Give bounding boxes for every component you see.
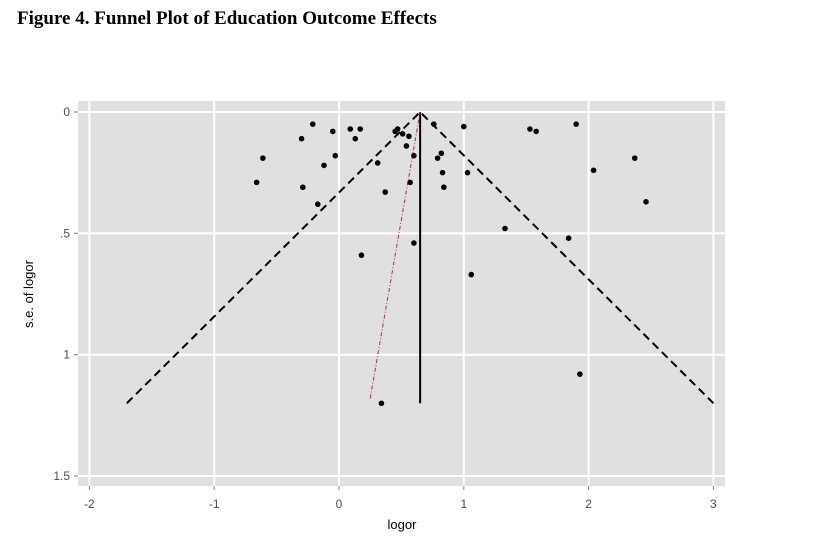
x-tick-label: -2	[84, 497, 95, 511]
data-point	[464, 169, 471, 176]
data-points	[253, 121, 649, 407]
data-point	[407, 179, 413, 186]
data-point	[573, 121, 579, 127]
data-point	[406, 133, 412, 140]
data-point	[399, 131, 406, 137]
data-point	[502, 225, 508, 232]
data-point	[631, 155, 638, 161]
data-point	[347, 126, 354, 132]
data-point	[314, 201, 321, 208]
data-point	[357, 126, 364, 132]
y-tick-label: 1	[63, 348, 70, 362]
regression-line	[369, 111, 421, 399]
data-point	[411, 240, 417, 246]
x-axis-label: logor	[388, 517, 418, 532]
x-tick-label: -1	[209, 497, 220, 511]
data-point	[441, 184, 447, 191]
data-point	[643, 198, 649, 205]
data-point	[461, 123, 467, 130]
data-point	[394, 126, 401, 132]
grid-lines	[78, 101, 725, 486]
x-tick-label: 0	[336, 497, 343, 511]
data-point	[329, 128, 336, 135]
data-point	[358, 252, 365, 258]
y-tick-label: .5	[60, 226, 70, 240]
x-tick-label: 1	[460, 497, 467, 511]
data-point	[321, 162, 327, 169]
data-point	[527, 126, 533, 132]
data-point	[382, 189, 388, 195]
data-point	[260, 155, 266, 161]
data-point	[309, 121, 316, 127]
data-point	[298, 135, 305, 142]
x-tick-label: 3	[710, 497, 717, 511]
data-point	[565, 235, 572, 242]
data-point	[590, 167, 597, 174]
figure-title: Figure 4. Funnel Plot of Education Outco…	[17, 8, 437, 29]
data-point	[332, 152, 339, 159]
data-point	[411, 152, 417, 159]
y-axis-label: s.e. of logor	[21, 259, 36, 328]
data-point	[352, 135, 359, 142]
plot-panel	[78, 101, 725, 486]
data-point	[533, 128, 539, 135]
data-point	[434, 155, 441, 161]
data-point	[439, 169, 446, 176]
data-point	[374, 160, 381, 166]
data-point	[577, 371, 583, 377]
data-point	[468, 271, 475, 278]
y-tick-label: 0	[63, 105, 70, 119]
funnel-boundary-line	[126, 110, 715, 404]
x-tick-label: 2	[585, 497, 592, 511]
data-point	[378, 400, 385, 407]
data-point	[403, 143, 410, 149]
data-point	[300, 184, 306, 191]
funnel-lines	[126, 110, 715, 404]
data-point	[438, 150, 445, 157]
data-point	[431, 121, 437, 127]
y-tick-label: 1.5	[53, 469, 70, 483]
data-point	[253, 179, 260, 186]
axes: -2 -1 0 1 2 3 0 .5 1 1.5	[53, 105, 717, 511]
